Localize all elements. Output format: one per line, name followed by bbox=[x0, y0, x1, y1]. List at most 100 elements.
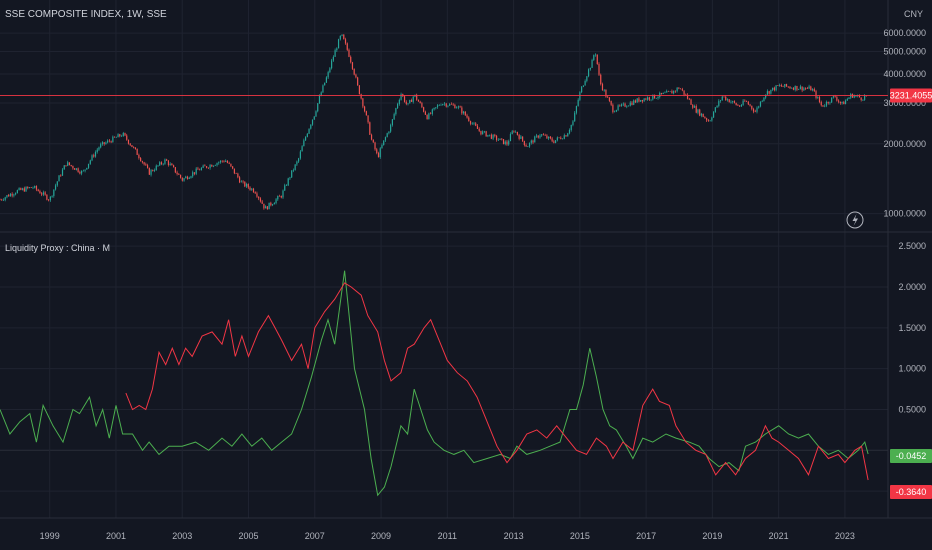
candle-body bbox=[67, 162, 69, 166]
candle-body bbox=[822, 105, 824, 107]
candle-body bbox=[673, 90, 675, 94]
candle-body bbox=[44, 192, 46, 195]
price-pane-grid bbox=[0, 32, 888, 215]
candle-body bbox=[173, 165, 175, 168]
candle-body bbox=[202, 165, 204, 168]
candle-body bbox=[586, 76, 588, 81]
candle-body bbox=[777, 85, 779, 86]
candle-body bbox=[534, 136, 536, 143]
candle-body bbox=[334, 50, 336, 57]
candle-body bbox=[390, 125, 392, 132]
candle-body bbox=[813, 89, 815, 92]
candle-body bbox=[695, 106, 697, 113]
candle-body bbox=[60, 175, 62, 177]
candle-body bbox=[548, 136, 550, 139]
candle-body bbox=[858, 95, 861, 98]
candle-body bbox=[261, 201, 263, 204]
candle-body bbox=[504, 141, 506, 145]
candle-body bbox=[412, 96, 414, 102]
candle-body bbox=[391, 119, 393, 126]
candle-body bbox=[794, 85, 796, 90]
time-axis[interactable]: 1999 2001 2003 2005 2007 2009 2011 2013 2015 2017… bbox=[40, 531, 855, 541]
candle-body bbox=[386, 133, 388, 138]
candle-body bbox=[501, 138, 503, 140]
candle-body bbox=[456, 107, 458, 109]
candle-body bbox=[70, 164, 72, 166]
candle-body bbox=[251, 188, 253, 190]
candle-body bbox=[282, 190, 284, 198]
candle-body bbox=[829, 102, 831, 104]
candle-body bbox=[344, 39, 347, 44]
indicator-value-badges: -0.0452 -0.3640 bbox=[890, 448, 932, 500]
candle-body bbox=[77, 168, 79, 172]
candle-body bbox=[680, 88, 682, 90]
candle-body bbox=[310, 124, 312, 129]
candle-body bbox=[506, 141, 508, 145]
price-axis[interactable]: 6000.0000 5000.0000 4000.0000 3000.0000 2000… bbox=[883, 28, 926, 219]
candle-body bbox=[292, 170, 295, 171]
candle-body bbox=[556, 137, 558, 141]
green-series-line[interactable] bbox=[0, 270, 869, 497]
candle-body bbox=[591, 60, 593, 68]
time-tick-label: 2023 bbox=[835, 531, 855, 541]
candle-body bbox=[848, 97, 850, 99]
candle-body bbox=[37, 189, 39, 192]
candle-body bbox=[772, 87, 774, 90]
time-tick-label: 2015 bbox=[570, 531, 590, 541]
candle-body bbox=[249, 187, 251, 190]
candle-body bbox=[75, 168, 77, 170]
candle-body bbox=[617, 105, 619, 110]
candle-body bbox=[844, 100, 847, 105]
candle-body bbox=[561, 138, 564, 140]
candle-body bbox=[306, 133, 308, 137]
candle-body bbox=[447, 105, 449, 107]
candle-body bbox=[553, 141, 555, 143]
candle-body bbox=[537, 135, 539, 138]
candle-body bbox=[796, 85, 798, 90]
red-series-line[interactable] bbox=[125, 282, 869, 481]
candle-body bbox=[787, 86, 789, 88]
indicator-title[interactable]: Liquidity Proxy : China · M bbox=[5, 243, 110, 253]
candle-body bbox=[351, 62, 354, 69]
candle-body bbox=[740, 104, 742, 107]
candle-body bbox=[433, 107, 435, 110]
candle-body bbox=[810, 86, 812, 91]
candle-body bbox=[237, 173, 239, 178]
candle-body bbox=[49, 196, 51, 201]
candle-body bbox=[113, 136, 116, 138]
lightning-icon[interactable] bbox=[846, 211, 864, 229]
candle-body bbox=[270, 202, 272, 206]
candle-body bbox=[289, 177, 291, 179]
candle-body bbox=[596, 54, 598, 65]
candle-body bbox=[23, 188, 25, 192]
candle-body bbox=[667, 91, 670, 92]
indicator-tick-label: 2.0000 bbox=[898, 282, 926, 292]
candle-body bbox=[522, 136, 524, 141]
price-candles[interactable] bbox=[0, 34, 867, 210]
candle-body bbox=[417, 99, 420, 102]
candle-body bbox=[674, 90, 676, 92]
candle-body bbox=[638, 98, 640, 102]
candle-body bbox=[551, 138, 553, 142]
candle-body bbox=[105, 142, 107, 145]
candle-body bbox=[419, 101, 421, 104]
candle-body bbox=[659, 92, 661, 98]
candle-body bbox=[784, 84, 786, 87]
candle-body bbox=[598, 64, 600, 75]
candle-body bbox=[39, 191, 41, 194]
candle-body bbox=[773, 87, 775, 91]
candle-body bbox=[226, 160, 229, 163]
candle-body bbox=[143, 162, 145, 165]
candle-body bbox=[485, 131, 487, 137]
candle-body bbox=[124, 132, 126, 136]
candle-body bbox=[164, 159, 166, 164]
candle-body bbox=[369, 122, 371, 135]
candle-body bbox=[811, 89, 814, 91]
candle-body bbox=[438, 105, 440, 106]
candle-body bbox=[42, 192, 45, 195]
indicator-series[interactable] bbox=[0, 270, 869, 497]
symbol-title[interactable]: SSE COMPOSITE INDEX, 1W, SSE bbox=[5, 9, 167, 20]
candle-body bbox=[242, 181, 244, 183]
candle-body bbox=[490, 134, 492, 139]
